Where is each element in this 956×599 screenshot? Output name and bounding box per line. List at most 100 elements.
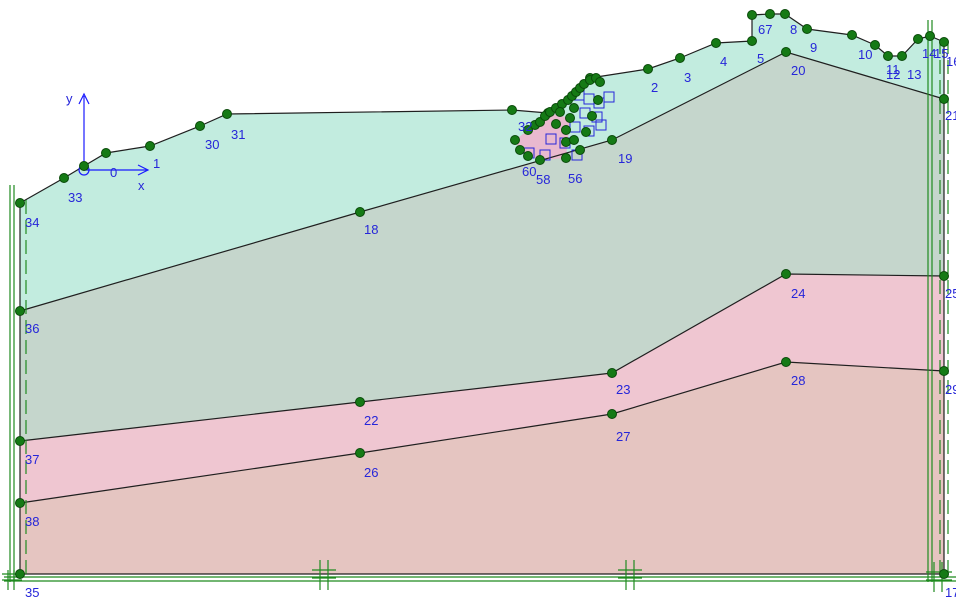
node-label-17: 17 (945, 585, 956, 599)
geometry-node[interactable] (781, 357, 791, 367)
node-label-31: 31 (231, 127, 245, 142)
node-label-24: 24 (791, 286, 805, 301)
node-label-32: 32 (518, 119, 532, 134)
geometry-node[interactable] (802, 24, 812, 34)
y-axis-label: y (66, 91, 73, 106)
node-label-67: 67 (758, 22, 772, 37)
node-label-1: 1 (153, 156, 160, 171)
node-label-34: 34 (25, 215, 39, 230)
fixity-hash-mid1 (312, 560, 336, 590)
node-label-10: 10 (858, 47, 872, 62)
coordinate-axes: y x 0 (66, 91, 150, 193)
geometry-node[interactable] (595, 77, 605, 87)
node-label-9: 9 (810, 40, 817, 55)
node-label-11: 11 (886, 62, 900, 77)
geometry-node[interactable] (145, 141, 155, 151)
fixity-hash-mid2 (618, 560, 642, 590)
geometry-node[interactable] (675, 53, 685, 63)
geometry-node[interactable] (925, 31, 935, 41)
geometry-node[interactable] (561, 153, 571, 163)
geometry-node[interactable] (607, 368, 617, 378)
geometry-node[interactable] (569, 135, 579, 145)
node-label-18: 18 (364, 222, 378, 237)
node-label-38: 38 (25, 514, 39, 529)
node-label-5: 5 (757, 51, 764, 66)
geometry-node[interactable] (355, 397, 365, 407)
geometry-node[interactable] (15, 198, 25, 208)
geometry-node[interactable] (551, 119, 561, 129)
geometry-node[interactable] (939, 366, 949, 376)
geometry-node[interactable] (15, 436, 25, 446)
geometry-node[interactable] (607, 409, 617, 419)
geometry-node[interactable] (939, 37, 949, 47)
node-label-21: 21 (945, 108, 956, 123)
geometry-node[interactable] (561, 125, 571, 135)
geometry-node[interactable] (747, 10, 757, 20)
geometry-node[interactable] (523, 151, 533, 161)
geometry-node[interactable] (897, 51, 907, 61)
geometry-node[interactable] (355, 207, 365, 217)
geometry-node[interactable] (781, 47, 791, 57)
geometry-node[interactable] (507, 105, 517, 115)
node-label-36: 36 (25, 321, 39, 336)
geometry-nodes[interactable] (15, 9, 949, 579)
node-label-26: 26 (364, 465, 378, 480)
geometry-node[interactable] (222, 109, 232, 119)
geometry-node[interactable] (593, 95, 603, 105)
node-label-8: 8 (790, 22, 797, 37)
node-label-29: 29 (945, 382, 956, 397)
origin-label: 0 (110, 165, 117, 180)
node-label-16: 16 (946, 54, 956, 69)
geometry-node[interactable] (555, 107, 565, 117)
geometry-node[interactable] (565, 113, 575, 123)
geometry-node[interactable] (939, 569, 949, 579)
node-label-13: 13 (907, 67, 921, 82)
geometry-node[interactable] (747, 36, 757, 46)
geometry-node[interactable] (569, 103, 579, 113)
node-label-3: 3 (684, 70, 691, 85)
geometry-node[interactable] (913, 34, 923, 44)
geometry-node[interactable] (939, 271, 949, 281)
geometry-node[interactable] (587, 111, 597, 121)
geometry-node[interactable] (101, 148, 111, 158)
node-label-23: 23 (616, 382, 630, 397)
geometry-node[interactable] (355, 448, 365, 458)
node-label-30: 30 (205, 137, 219, 152)
geometry-node[interactable] (643, 64, 653, 74)
geometry-node[interactable] (883, 51, 893, 61)
geometry-node[interactable] (195, 121, 205, 131)
standard-fixities (2, 20, 956, 592)
node-label-27: 27 (616, 429, 630, 444)
node-label-33: 33 (68, 190, 82, 205)
geometry-node[interactable] (535, 155, 545, 165)
geometry-node[interactable] (781, 269, 791, 279)
geometry-node[interactable] (711, 38, 721, 48)
geometry-node[interactable] (15, 569, 25, 579)
node-label-60: 60 (522, 164, 536, 179)
geometry-node[interactable] (575, 145, 585, 155)
geometry-node[interactable] (765, 9, 775, 19)
node-label-12: 12 (886, 67, 900, 82)
geometry-node[interactable] (870, 40, 880, 50)
geometry-node[interactable] (79, 161, 89, 171)
geometry-node[interactable] (581, 127, 591, 137)
soil-cluster-second[interactable] (20, 52, 944, 441)
geometry-node[interactable] (607, 135, 617, 145)
geometry-node[interactable] (847, 30, 857, 40)
geometry-node[interactable] (523, 125, 533, 135)
node-label-56: 56 (568, 171, 582, 186)
geometry-node[interactable] (939, 94, 949, 104)
node-labels: 1234567891011121314151617181920212223242… (25, 22, 956, 599)
geometry-node[interactable] (510, 135, 520, 145)
geometry-node[interactable] (59, 173, 69, 183)
node-label-58: 58 (536, 172, 550, 187)
geometry-node[interactable] (780, 9, 790, 19)
geometry-node[interactable] (15, 498, 25, 508)
x-axis-label: x (138, 178, 145, 193)
node-label-28: 28 (791, 373, 805, 388)
geometry-node[interactable] (15, 306, 25, 316)
soil-cluster-bottom[interactable] (20, 362, 944, 574)
geometry-node[interactable] (515, 145, 525, 155)
node-label-15: 15 (934, 46, 948, 61)
